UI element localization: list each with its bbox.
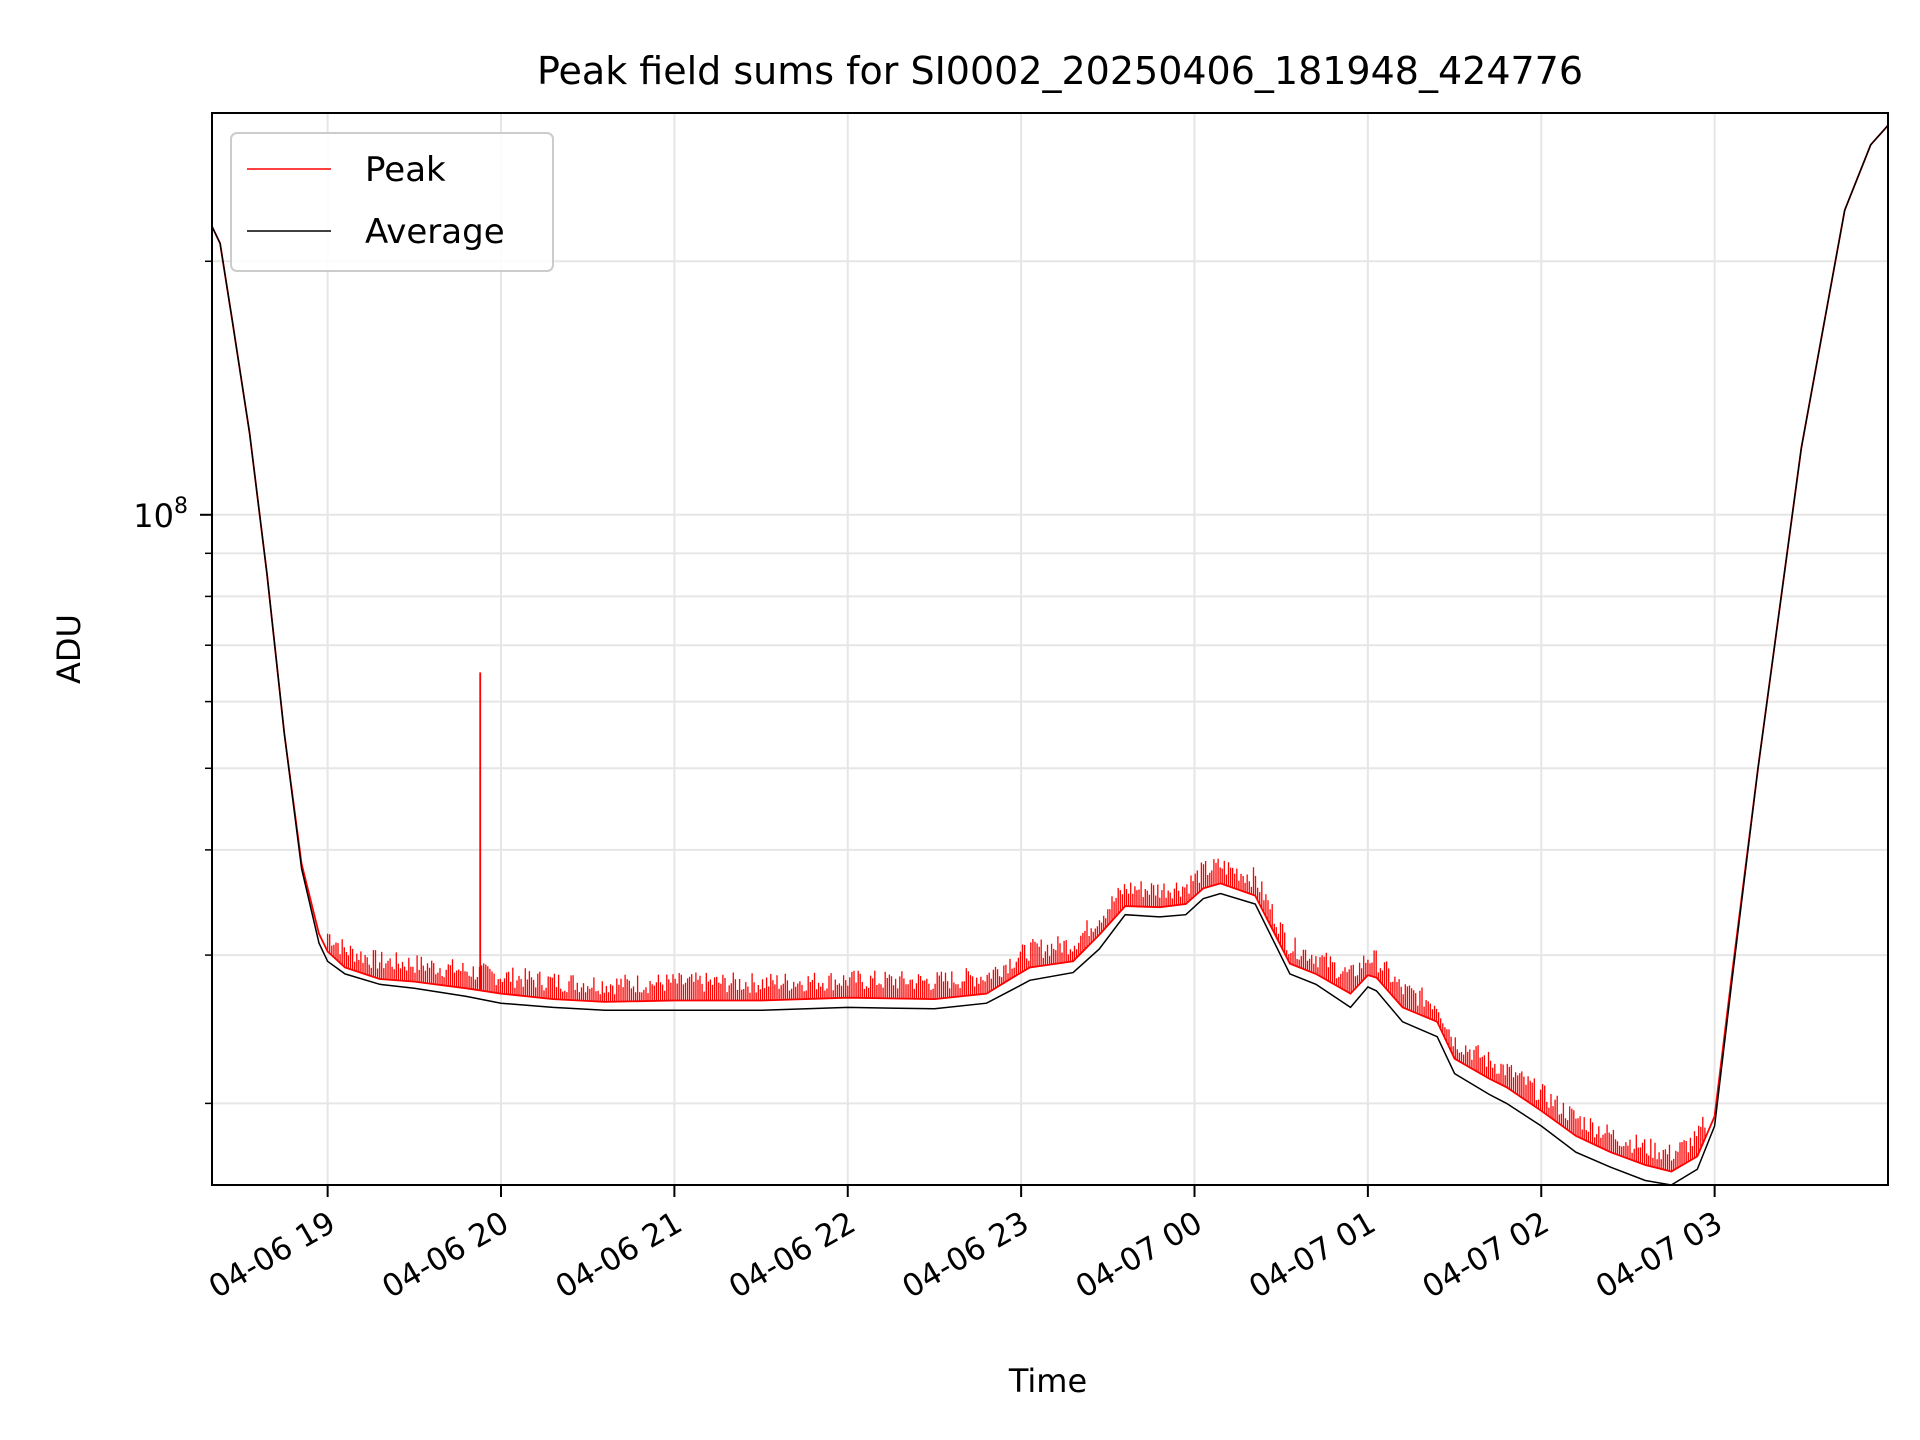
legend: Peak Average (230, 132, 554, 272)
plot-frame (211, 112, 1889, 1186)
legend-box (230, 132, 554, 272)
y-axis: 108 (133, 260, 212, 1105)
x-axis-label: Time (1008, 1362, 1087, 1400)
y-tick-label: 108 (133, 494, 188, 535)
legend-label-average: Average (365, 212, 505, 252)
series-line-peak (212, 124, 1888, 1173)
chart-title: Peak field sums for SI0002_20250406_1819… (537, 49, 1583, 93)
grid (212, 113, 1888, 1185)
y-axis-label: ADU (50, 614, 88, 684)
series-layer (212, 124, 1888, 1185)
legend-label-peak: Peak (365, 150, 446, 190)
series-line-average (212, 124, 1888, 1185)
